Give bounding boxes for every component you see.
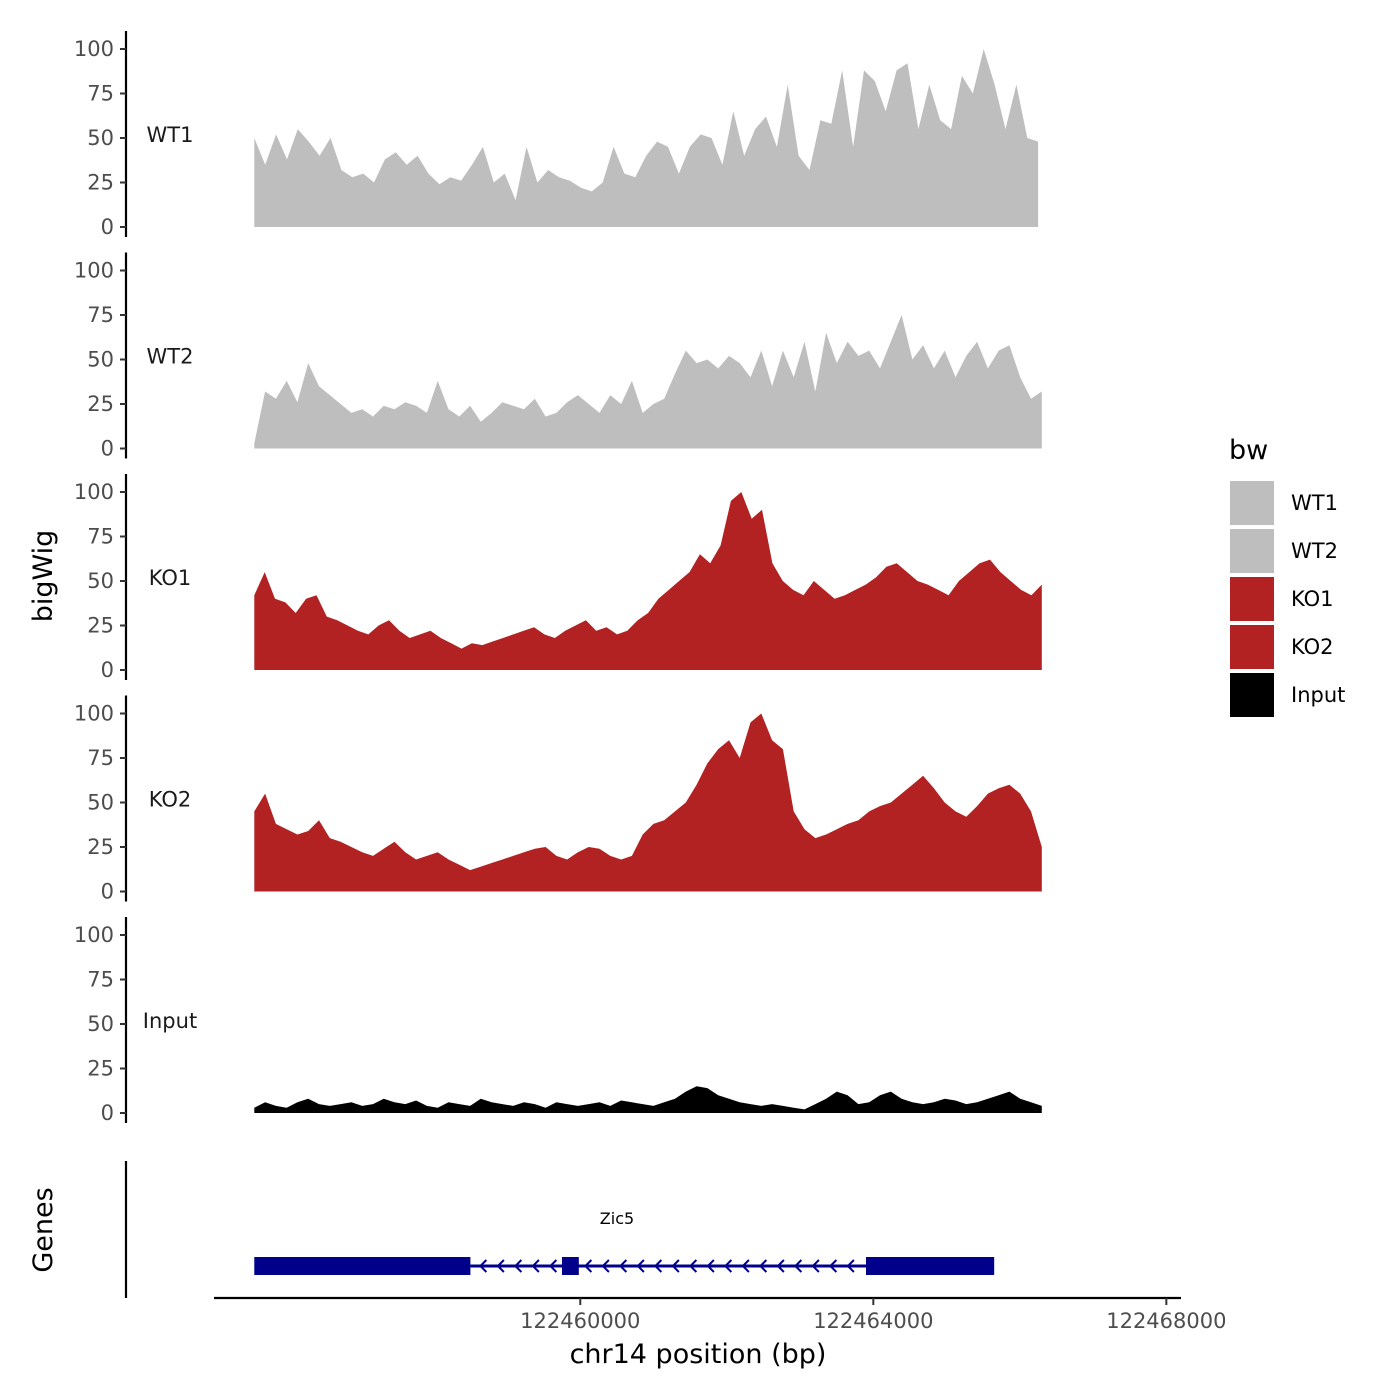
legend-key xyxy=(1230,577,1274,621)
y-tick-label: 25 xyxy=(87,835,114,859)
track-ko1: 0 25 50 75 100 KO1 xyxy=(74,474,1042,682)
track-wt2: 0 25 50 75 100 WT2 xyxy=(74,252,1042,461)
y-tick-label: 0 xyxy=(101,437,114,461)
strand-arrow xyxy=(688,1259,698,1273)
y-tick-label: 25 xyxy=(87,171,114,195)
legend-label: Input xyxy=(1291,683,1345,707)
track-label: WT1 xyxy=(147,123,194,147)
y-tick-label: 75 xyxy=(87,303,114,327)
strand-arrow xyxy=(601,1259,610,1273)
legend-key xyxy=(1230,529,1274,573)
y-tick-label: 25 xyxy=(87,1057,114,1081)
y-tick-label: 50 xyxy=(87,569,114,593)
y-tick-label: 75 xyxy=(87,746,114,770)
y-tick-label: 100 xyxy=(74,923,114,947)
strand-arrow xyxy=(618,1259,628,1273)
track-input: 0 25 50 75 100 Input xyxy=(74,917,1042,1125)
strand-arrow xyxy=(531,1259,540,1273)
gene-label: Zic5 xyxy=(600,1209,634,1228)
legend-label: WT2 xyxy=(1291,539,1338,563)
strand-arrow xyxy=(776,1259,785,1273)
legend-key xyxy=(1230,625,1274,669)
legend-key xyxy=(1230,481,1274,525)
y-tick-label: 100 xyxy=(74,480,114,504)
strand-arrow xyxy=(513,1259,523,1273)
track-wt1: 0 25 50 75 100 WT1 xyxy=(74,31,1039,239)
strand-arrow xyxy=(828,1259,838,1273)
signal-area-ko1 xyxy=(254,492,1042,670)
y-tick-label: 0 xyxy=(101,880,114,904)
y-tick-label: 25 xyxy=(87,392,114,416)
x-tick-label: 122468000 xyxy=(1106,1309,1226,1333)
y-tick-label: 25 xyxy=(87,614,114,638)
genes-axis-title: Genes xyxy=(28,1187,59,1272)
strand-arrow xyxy=(811,1259,820,1273)
signal-tracks: 0255075100WT10255075100WT20255075100KO10… xyxy=(74,31,1042,1125)
legend: bw WT1 WT2 KO1 KO2 Input xyxy=(1229,435,1345,717)
y-tick-label: 50 xyxy=(87,791,114,815)
y-tick-label: 100 xyxy=(74,702,114,726)
y-tick-label: 50 xyxy=(87,348,114,372)
y-tick-label: 50 xyxy=(87,1012,114,1036)
signal-area-wt1 xyxy=(254,49,1039,227)
y-tick-label: 100 xyxy=(74,37,114,61)
track-ko2: 0 25 50 75 100 KO2 xyxy=(74,695,1042,904)
gene-model xyxy=(254,1257,995,1275)
y-tick-label: 75 xyxy=(87,968,114,992)
x-axis-title: chr14 position (bp) xyxy=(570,1339,827,1370)
x-tick-label: 122460000 xyxy=(520,1309,640,1333)
strand-arrow xyxy=(758,1259,768,1273)
signal-area-ko2 xyxy=(254,713,1042,892)
legend-key xyxy=(1230,673,1274,717)
strand-arrow xyxy=(706,1259,715,1273)
y-axis-title: bigWig xyxy=(28,530,59,623)
y-tick-label: 100 xyxy=(74,259,114,283)
strand-arrow xyxy=(671,1259,680,1273)
strand-arrow xyxy=(636,1259,645,1273)
legend-title: bw xyxy=(1229,435,1268,466)
x-tick-label: 122464000 xyxy=(813,1309,933,1333)
track-label: Input xyxy=(143,1009,197,1033)
strand-arrow xyxy=(793,1259,803,1273)
strand-arrow xyxy=(723,1259,733,1273)
track-label: KO2 xyxy=(149,788,192,812)
strand-arrow xyxy=(583,1259,593,1273)
x-axis: chr14 position (bp) 122460000 122464000 12… xyxy=(214,1296,1226,1370)
strand-arrow xyxy=(478,1259,488,1273)
track-label: KO1 xyxy=(149,566,192,590)
legend-label: KO1 xyxy=(1291,587,1334,611)
y-tick-label: 50 xyxy=(87,126,114,150)
track-label: WT2 xyxy=(147,345,194,369)
y-tick-label: 0 xyxy=(101,1101,114,1125)
strand-arrow xyxy=(653,1259,663,1273)
strand-arrow xyxy=(846,1259,855,1273)
signal-area-wt2 xyxy=(254,315,1042,449)
gene-exon xyxy=(254,1257,471,1275)
y-tick-label: 75 xyxy=(87,525,114,549)
strand-arrow xyxy=(548,1259,558,1273)
gene-exon xyxy=(561,1257,579,1275)
legend-label: KO2 xyxy=(1291,635,1334,659)
gene-exon xyxy=(865,1257,995,1275)
strand-arrow xyxy=(741,1259,750,1273)
legend-label: WT1 xyxy=(1291,491,1338,515)
y-tick-label: 0 xyxy=(101,658,114,682)
genes-panel: Genes Zic5 xyxy=(28,1161,995,1298)
strand-arrow xyxy=(496,1259,505,1273)
y-tick-label: 75 xyxy=(87,82,114,106)
signal-area-input xyxy=(254,1086,1042,1113)
y-tick-label: 0 xyxy=(101,215,114,239)
